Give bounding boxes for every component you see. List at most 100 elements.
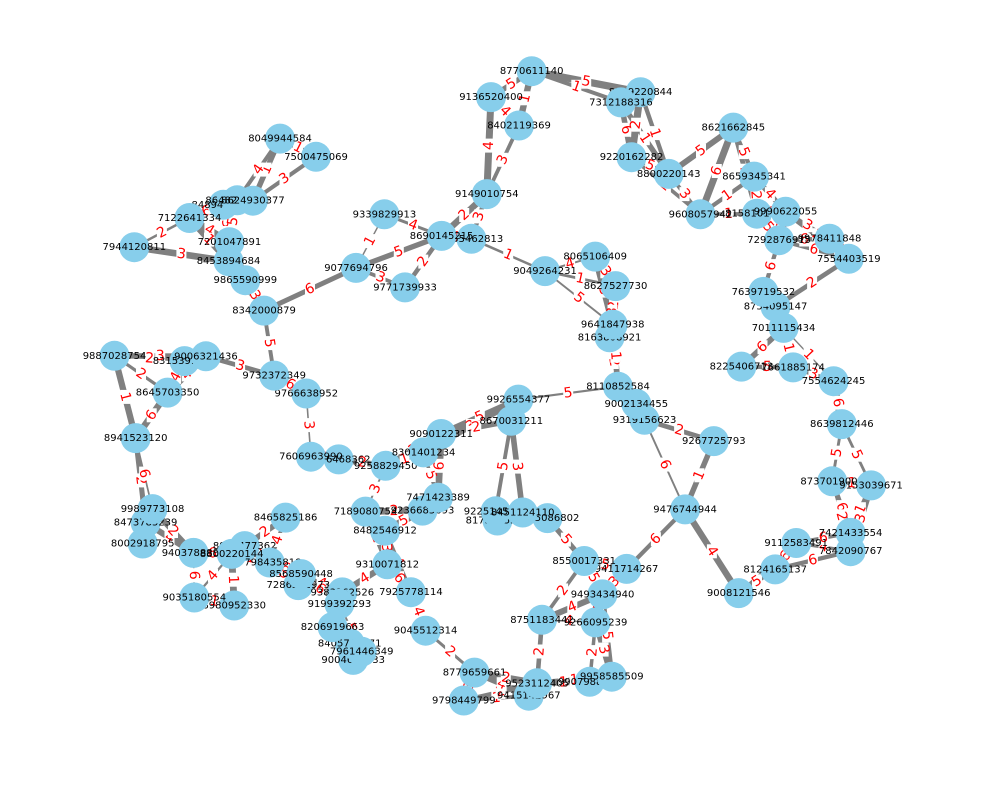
graph-node[interactable]: 7122641334 — [158, 203, 222, 233]
graph-node[interactable]: 9049264231 — [513, 256, 577, 287]
graph-node[interactable]: 7798435818 — [238, 547, 302, 578]
node-circle[interactable] — [856, 470, 887, 501]
node-circle[interactable] — [781, 528, 812, 558]
graph-node[interactable]: 9266095239 — [564, 607, 628, 638]
node-circle[interactable] — [600, 271, 631, 302]
graph-node[interactable]: 8621662845 — [701, 112, 765, 143]
node-circle[interactable] — [410, 615, 441, 646]
node-circle[interactable] — [127, 528, 158, 559]
node-circle[interactable] — [265, 123, 295, 154]
graph-node[interactable]: 8751183442 — [510, 604, 574, 635]
graph-node[interactable]: 9153039671 — [839, 470, 903, 501]
graph-node[interactable]: 8158101767 — [725, 198, 789, 229]
graph-node[interactable]: 9766638952 — [274, 378, 338, 409]
node-circle[interactable] — [621, 388, 652, 419]
graph-node[interactable]: 8342000879 — [232, 295, 296, 326]
graph-node[interactable]: 9267725793 — [682, 426, 746, 457]
graph-node[interactable]: 8645703350 — [136, 377, 200, 408]
node-circle[interactable] — [152, 377, 183, 408]
graph-node[interactable]: 7925778114 — [379, 577, 443, 608]
node-circle[interactable] — [527, 604, 557, 635]
node-circle[interactable] — [741, 198, 772, 229]
node-circle[interactable] — [216, 538, 247, 569]
graph-node[interactable]: 9485086802 — [516, 503, 580, 534]
graph-node[interactable]: 9035180554 — [162, 582, 226, 613]
node-circle[interactable] — [137, 494, 168, 525]
graph-node[interactable]: 8627527730 — [584, 271, 648, 302]
node-circle[interactable] — [616, 142, 647, 173]
graph-node[interactable]: 9958585509 — [580, 661, 644, 692]
node-circle[interactable] — [120, 423, 151, 454]
node-circle[interactable] — [516, 56, 547, 87]
graph-node[interactable]: 9887028754 — [83, 340, 147, 371]
graph-node[interactable]: 7554624245 — [802, 366, 866, 397]
graph-node[interactable]: 8002918795 — [111, 528, 175, 559]
node-circle[interactable] — [471, 179, 502, 210]
graph-node[interactable]: 8451124110 — [491, 497, 555, 528]
graph-node[interactable]: 8550017331 — [552, 546, 616, 576]
node-circle[interactable] — [456, 223, 487, 254]
node-circle[interactable] — [178, 537, 209, 568]
node-circle[interactable] — [179, 582, 210, 613]
node-circle[interactable] — [597, 309, 628, 340]
node-circle[interactable] — [390, 272, 420, 303]
graph-node[interactable]: 9136520400 — [459, 82, 523, 113]
graph-node[interactable]: 9523112405 — [505, 668, 569, 699]
graph-node[interactable]: 9002134455 — [604, 388, 668, 419]
node-circle[interactable] — [426, 220, 457, 251]
graph-node[interactable]: 9403788881 — [162, 537, 226, 568]
graph-node[interactable]: 9989773108 — [121, 494, 185, 525]
node-circle[interactable] — [324, 588, 355, 619]
graph-node[interactable]: 9199392293 — [308, 588, 372, 619]
graph-node[interactable]: 9493434940 — [571, 579, 635, 610]
node-circle[interactable] — [295, 441, 326, 472]
node-circle[interactable] — [605, 87, 636, 118]
node-circle[interactable] — [259, 360, 290, 391]
graph-node[interactable]: 9411714267 — [595, 553, 659, 584]
graph-node[interactable]: 7639719532 — [732, 276, 796, 307]
node-circle[interactable] — [580, 241, 611, 272]
node-circle[interactable] — [496, 405, 527, 436]
graph-node[interactable]: 9008121546 — [707, 578, 771, 609]
graph-node[interactable]: 9641847938 — [581, 309, 645, 340]
node-circle[interactable] — [596, 661, 627, 692]
graph-node[interactable]: 7471423389 — [406, 482, 470, 513]
graph-node[interactable]: 7961446349 — [330, 636, 394, 667]
graph-node[interactable]: 7842090767 — [819, 536, 883, 567]
node-circle[interactable] — [814, 223, 845, 254]
node-circle[interactable] — [835, 536, 866, 567]
node-circle[interactable] — [764, 225, 795, 256]
graph-node[interactable]: 8737019002 — [800, 466, 864, 497]
graph-node[interactable]: 9798449799 — [432, 685, 496, 716]
graph-node[interactable]: 8941523120 — [104, 423, 168, 454]
node-circle[interactable] — [99, 340, 130, 371]
graph-node[interactable]: 8049944584 — [248, 123, 312, 154]
node-circle[interactable] — [408, 437, 439, 468]
graph-node[interactable]: 7292876915 — [747, 225, 811, 256]
graph-node[interactable]: 7606963990 — [279, 441, 343, 472]
node-circle[interactable] — [323, 444, 354, 475]
graph-node[interactable]: 7500475069 — [284, 141, 348, 172]
graph-node[interactable]: 7189080754 — [334, 496, 398, 527]
graph-node[interactable]: 8482546912 — [353, 515, 417, 546]
node-circle[interactable] — [569, 546, 600, 576]
node-circle[interactable] — [723, 578, 754, 609]
graph-node[interactable]: 7944120811 — [102, 232, 166, 263]
graph-node[interactable]: 9771739933 — [373, 272, 437, 303]
node-circle[interactable] — [237, 185, 268, 216]
graph-node[interactable]: 9258829450 — [354, 450, 418, 481]
graph-node[interactable]: 8770611140 — [500, 56, 564, 87]
graph-node[interactable]: 9608057942 — [669, 199, 733, 230]
node-circle[interactable] — [286, 559, 317, 590]
graph-node[interactable]: 8779659661 — [443, 657, 507, 688]
graph-node[interactable]: 8690145215 — [410, 220, 474, 251]
graph-node[interactable]: 8206919663 — [301, 612, 365, 643]
node-circle[interactable] — [341, 252, 371, 283]
node-circle[interactable] — [370, 515, 400, 546]
node-circle[interactable] — [291, 378, 322, 409]
graph-node[interactable]: 8568590448 — [269, 559, 333, 590]
node-circle[interactable] — [587, 579, 618, 610]
node-circle[interactable] — [530, 256, 560, 287]
node-circle[interactable] — [249, 295, 279, 326]
node-circle[interactable] — [768, 312, 799, 343]
